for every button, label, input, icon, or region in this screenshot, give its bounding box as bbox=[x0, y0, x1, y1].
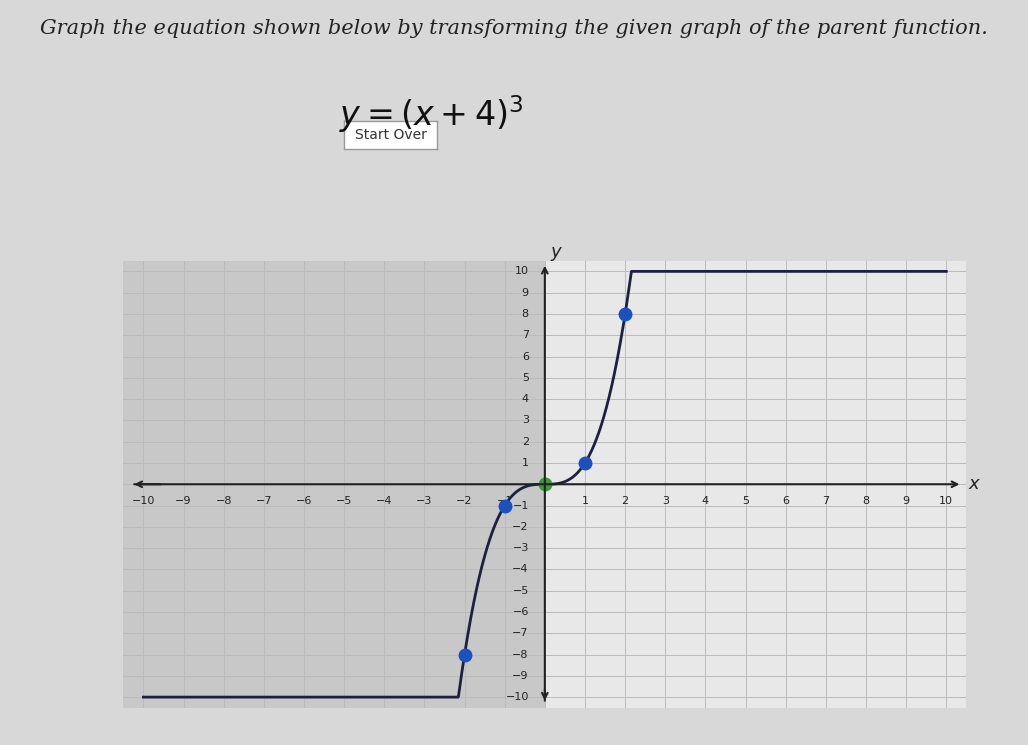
Text: 2: 2 bbox=[622, 496, 629, 506]
Text: −8: −8 bbox=[512, 650, 528, 659]
Text: 7: 7 bbox=[822, 496, 830, 506]
Text: −9: −9 bbox=[512, 670, 528, 681]
Text: −7: −7 bbox=[512, 628, 528, 638]
Text: 8: 8 bbox=[862, 496, 870, 506]
Text: −2: −2 bbox=[512, 522, 528, 532]
Text: −8: −8 bbox=[216, 496, 232, 506]
Bar bbox=[545, 261, 966, 708]
Text: 4: 4 bbox=[702, 496, 709, 506]
Text: x: x bbox=[968, 475, 979, 493]
Text: 1: 1 bbox=[522, 458, 528, 468]
Text: 6: 6 bbox=[782, 496, 790, 506]
Text: −9: −9 bbox=[176, 496, 192, 506]
Text: −1: −1 bbox=[512, 501, 528, 510]
Text: −4: −4 bbox=[512, 565, 528, 574]
Bar bbox=[123, 261, 545, 708]
Text: −6: −6 bbox=[296, 496, 313, 506]
Text: 9: 9 bbox=[521, 288, 528, 298]
Text: −10: −10 bbox=[506, 692, 528, 702]
Text: 3: 3 bbox=[522, 416, 528, 425]
Text: 2: 2 bbox=[521, 437, 528, 447]
Text: y: y bbox=[551, 243, 561, 261]
Text: 3: 3 bbox=[662, 496, 669, 506]
Text: −7: −7 bbox=[256, 496, 272, 506]
Text: Graph the equation shown below by transforming the given graph of the parent fun: Graph the equation shown below by transf… bbox=[40, 19, 988, 38]
Text: −5: −5 bbox=[512, 586, 528, 596]
Text: 7: 7 bbox=[521, 330, 528, 340]
Text: −10: −10 bbox=[132, 496, 155, 506]
Text: 1: 1 bbox=[582, 496, 588, 506]
Text: −5: −5 bbox=[336, 496, 353, 506]
Text: 8: 8 bbox=[521, 309, 528, 319]
Text: 4: 4 bbox=[521, 394, 528, 404]
Text: 5: 5 bbox=[522, 372, 528, 383]
Text: −3: −3 bbox=[416, 496, 433, 506]
Text: 10: 10 bbox=[515, 267, 528, 276]
Text: Start Over: Start Over bbox=[355, 128, 427, 142]
Text: 9: 9 bbox=[903, 496, 910, 506]
Text: 10: 10 bbox=[940, 496, 953, 506]
Text: −4: −4 bbox=[376, 496, 393, 506]
Text: 5: 5 bbox=[742, 496, 749, 506]
Text: −6: −6 bbox=[512, 607, 528, 617]
Text: −3: −3 bbox=[512, 543, 528, 553]
Text: −1: −1 bbox=[497, 496, 513, 506]
Text: −2: −2 bbox=[456, 496, 473, 506]
Text: $y = (x + 4)^3$: $y = (x + 4)^3$ bbox=[339, 93, 524, 135]
Text: 6: 6 bbox=[522, 352, 528, 361]
